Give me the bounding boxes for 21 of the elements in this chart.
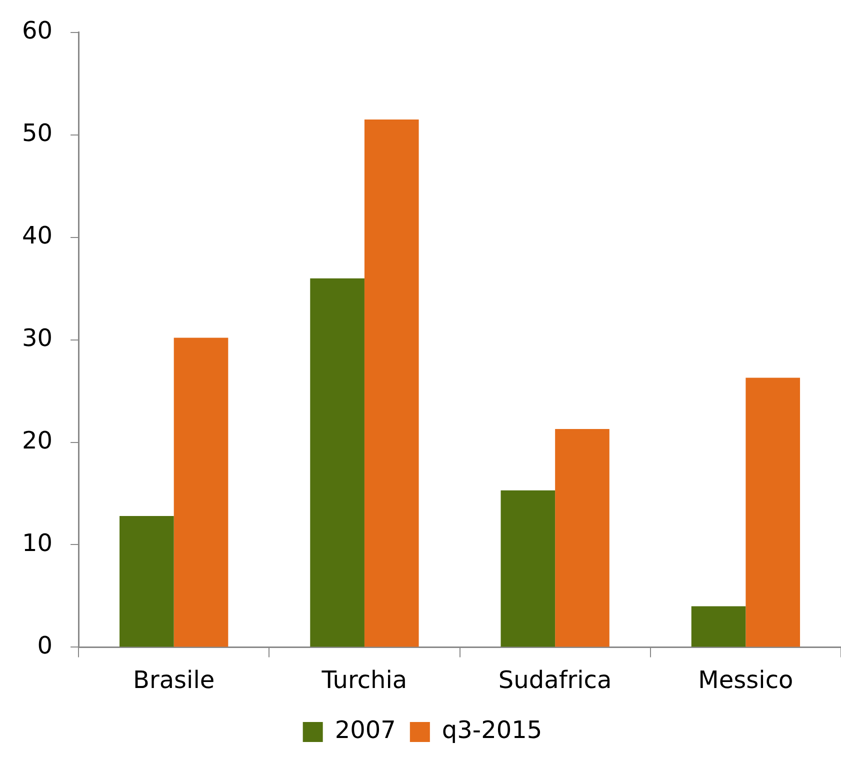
x-tick-label: Messico — [698, 666, 794, 694]
y-tick-label: 20 — [22, 426, 53, 454]
x-tick-label: Turchia — [320, 666, 408, 694]
x-tick-label: Sudafrica — [498, 666, 612, 694]
y-tick-label: 30 — [22, 324, 53, 352]
y-tick-label: 60 — [22, 16, 53, 45]
bar — [555, 428, 610, 647]
bar — [310, 278, 364, 647]
bar — [364, 119, 419, 647]
y-tick-label: 0 — [37, 631, 53, 660]
legend-label: q3-2015 — [442, 716, 542, 744]
bar — [746, 378, 800, 647]
bar — [174, 338, 228, 647]
y-tick-label: 40 — [22, 222, 53, 250]
y-tick-label: 50 — [22, 119, 53, 148]
bar — [120, 516, 174, 647]
bar — [691, 606, 746, 647]
bar — [500, 490, 556, 647]
x-tick-label: Brasile — [133, 666, 215, 694]
y-tick-label: 10 — [22, 528, 53, 557]
legend-label: 2007 — [334, 716, 396, 744]
